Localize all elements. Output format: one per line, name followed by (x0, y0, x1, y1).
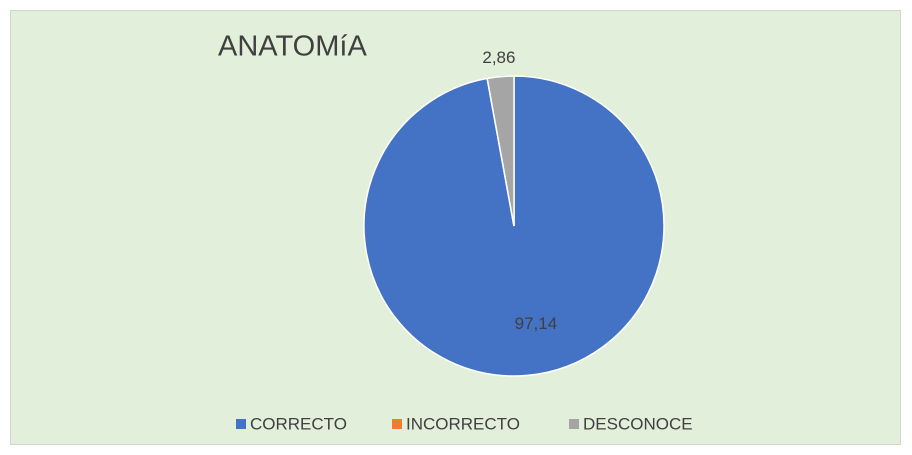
legend-label: INCORRECTO (406, 414, 520, 433)
legend-label: CORRECTO (250, 414, 347, 433)
data-label: 97,14 (515, 314, 558, 333)
legend-label: DESCONOCE (583, 414, 693, 433)
chart-title: ANATOMíA (218, 31, 367, 63)
legend-swatch (392, 419, 402, 429)
data-label: 2,86 (482, 48, 515, 67)
legend-swatch (236, 419, 246, 429)
legend-swatch (569, 419, 579, 429)
pie-slice (486, 75, 515, 227)
